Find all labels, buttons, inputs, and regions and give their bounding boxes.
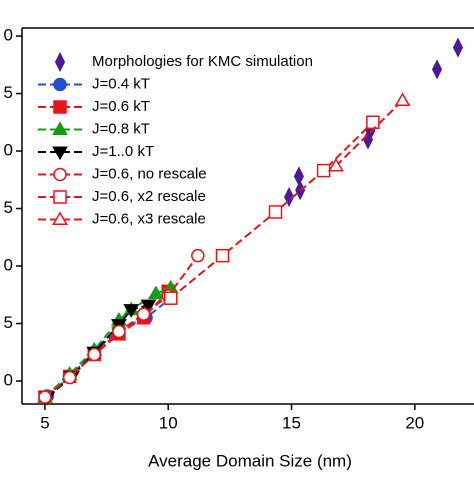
marker	[366, 115, 380, 130]
legend-label: Morphologies for KMC simulation	[92, 53, 313, 70]
legend-marker	[53, 167, 67, 182]
legend-label: J=0.6 kT	[92, 98, 150, 115]
marker	[87, 347, 102, 362]
legend-label: J=0.6, x2 rescale	[92, 188, 206, 205]
y-tick-label: 0	[4, 256, 13, 275]
legend-marker	[52, 211, 68, 226]
legend-label: J=0.8 kT	[92, 120, 150, 137]
y-tick-label: 5	[4, 313, 13, 332]
marker	[191, 248, 205, 263]
legend-marker	[53, 100, 67, 114]
legend-marker	[52, 146, 68, 161]
marker	[112, 324, 126, 339]
marker	[62, 370, 77, 385]
marker	[394, 92, 411, 106]
legend-marker	[53, 77, 67, 92]
marker	[136, 307, 151, 322]
marker	[452, 37, 464, 58]
marker	[147, 285, 164, 300]
legend-marker	[53, 190, 67, 204]
marker	[268, 205, 283, 219]
y-tick-label: 5	[4, 198, 13, 217]
y-tick-label: 0	[4, 141, 13, 160]
y-tick-label: 0	[4, 26, 13, 45]
marker	[215, 248, 230, 263]
marker	[38, 390, 52, 404]
x-tick-label: 10	[159, 413, 178, 432]
marker	[163, 291, 178, 305]
x-tick-label: 15	[282, 413, 301, 432]
marker	[140, 299, 157, 314]
x-tick-label: 20	[405, 413, 424, 432]
legend-label: J=0.6, no rescale	[92, 165, 207, 182]
y-tick-label: 5	[4, 83, 13, 102]
marker	[431, 59, 443, 80]
x-tick-label: 5	[40, 413, 49, 432]
x-axis-label: Average Domain Size (nm)	[148, 451, 352, 470]
series-line	[335, 99, 404, 167]
legend-marker	[52, 121, 68, 136]
legend-label: J=0.6, x3 rescale	[92, 210, 206, 227]
legend-label: J=1..0 kT	[92, 143, 154, 160]
legend-label: J=0.4 kT	[92, 75, 150, 92]
y-tick-label: 0	[4, 370, 13, 389]
marker	[123, 304, 140, 318]
marker	[293, 166, 304, 187]
marker	[316, 163, 331, 178]
legend-marker	[54, 51, 66, 73]
marker	[328, 157, 344, 172]
